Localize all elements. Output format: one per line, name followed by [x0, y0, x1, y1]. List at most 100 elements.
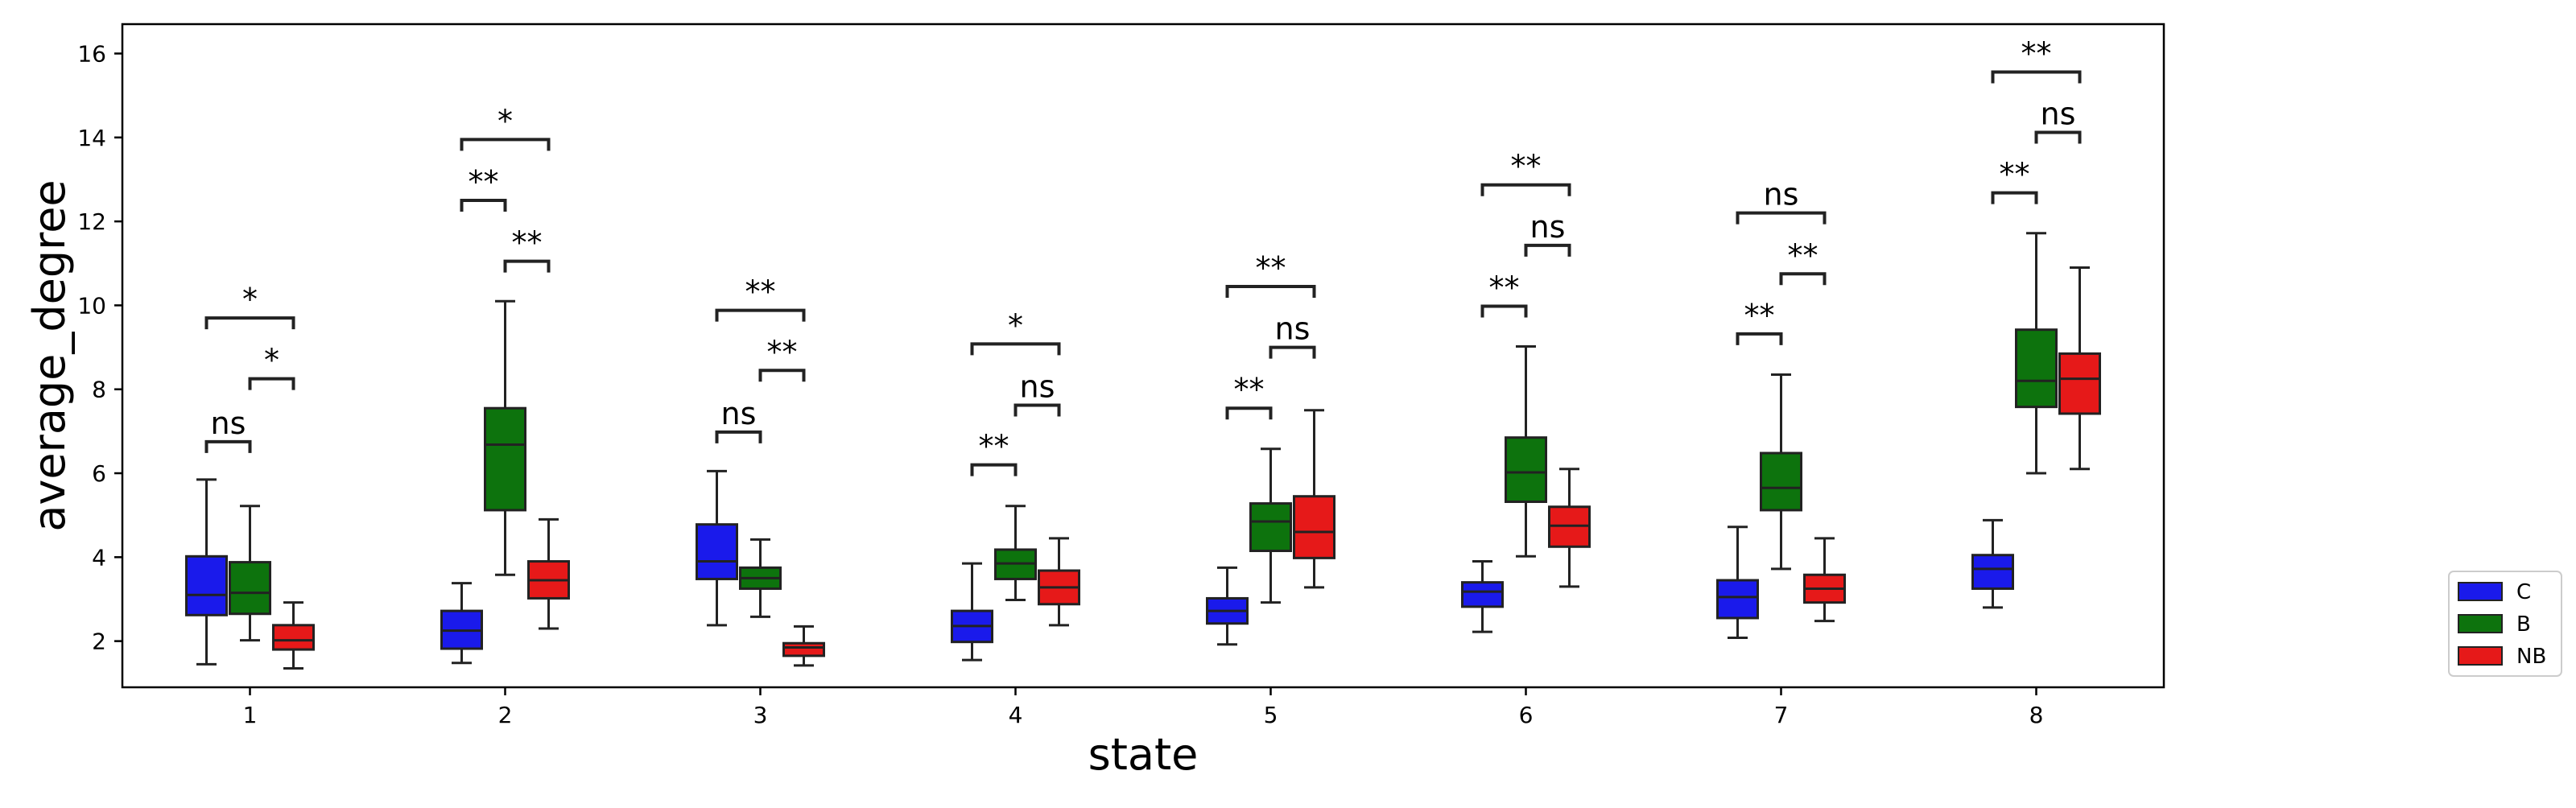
bracket-line	[248, 377, 295, 390]
significance-bracket: ns	[1269, 311, 1316, 359]
box-B-3	[739, 538, 782, 618]
significance-bracket: ns	[1524, 209, 1571, 257]
iqr-box	[1461, 581, 1504, 608]
iqr-box	[229, 561, 271, 616]
legend-label: B	[2516, 612, 2531, 637]
significance-bracket: *	[204, 282, 295, 330]
bracket-line	[970, 463, 1018, 476]
significance-label: **	[1234, 372, 1265, 407]
iqr-box	[185, 554, 228, 616]
significance-bracket: ns	[1736, 177, 1827, 225]
significance-label: **	[1256, 250, 1286, 286]
box-B-1	[229, 505, 271, 642]
significance-label: **	[512, 225, 543, 261]
box-C-8	[1971, 518, 2014, 609]
significance-bracket: **	[970, 429, 1018, 476]
x-tick-label: 3	[753, 702, 768, 728]
iqr-box	[1716, 579, 1759, 620]
box-NB-2	[527, 517, 570, 630]
box-C-2	[440, 582, 483, 665]
significance-bracket: **	[1779, 237, 1827, 286]
significance-label: **	[2021, 35, 2052, 71]
legend-swatch	[2458, 614, 2503, 633]
significance-bracket: *	[248, 343, 295, 390]
significance-bracket: *	[460, 103, 551, 151]
significance-bracket: **	[1736, 298, 1783, 345]
box-B-5	[1249, 447, 1292, 604]
y-tick-label: 10	[77, 292, 106, 319]
significance-label: ns	[2041, 97, 2076, 132]
box-C-6	[1461, 560, 1504, 633]
bracket-line	[1480, 304, 1528, 318]
x-tick-label: 2	[498, 702, 513, 728]
iqr-box	[1249, 502, 1292, 553]
bracket-line	[1991, 191, 2038, 204]
bracket-line	[1269, 345, 1316, 359]
x-tick-label: 6	[1519, 702, 1534, 728]
box-B-2	[484, 299, 526, 576]
significance-label: *	[264, 343, 279, 378]
significance-label: **	[767, 334, 798, 369]
box-B-8	[2015, 232, 2058, 475]
bracket-line	[1480, 183, 1571, 196]
box-C-5	[1206, 566, 1249, 646]
bracket-line	[1736, 332, 1783, 345]
y-tick-label: 14	[77, 125, 106, 151]
box-NB-3	[782, 625, 825, 667]
significance-label: *	[242, 282, 258, 317]
box-B-7	[1760, 373, 1802, 571]
significance-bracket: **	[503, 225, 551, 273]
significance-bracket: **	[758, 334, 806, 382]
legend-swatch	[2458, 582, 2503, 601]
significance-label: **	[1511, 149, 1542, 184]
iqr-box	[782, 641, 825, 658]
legend-label: C	[2516, 580, 2531, 604]
significance-bracket: ns	[204, 406, 252, 453]
legend-item-NB: NB	[2458, 645, 2546, 669]
iqr-box	[1760, 451, 1802, 512]
significance-label: **	[979, 429, 1009, 464]
box-NB-6	[1548, 468, 1591, 588]
bracket-line	[1225, 284, 1316, 298]
box-NB-4	[1038, 537, 1080, 627]
significance-label: ns	[1275, 311, 1311, 347]
significance-label: **	[469, 164, 499, 200]
bracket-line	[460, 138, 551, 151]
significance-label: **	[1744, 298, 1775, 333]
iqr-box	[1293, 495, 1335, 559]
significance-label: ns	[211, 406, 246, 441]
x-tick-label: 5	[1264, 702, 1278, 728]
significance-label: **	[745, 274, 776, 310]
bracket-line	[503, 259, 551, 273]
significance-label: ns	[1530, 209, 1566, 245]
bracket-line	[204, 316, 295, 330]
plot-frame	[121, 23, 2165, 689]
significance-label: **	[1788, 237, 1818, 273]
iqr-box	[2015, 328, 2058, 409]
box-C-4	[951, 562, 993, 662]
significance-bracket: **	[1991, 35, 2082, 84]
significance-bracket: **	[1991, 157, 2038, 204]
significance-bracket: ns	[2034, 97, 2082, 144]
box-C-1	[185, 478, 228, 666]
iqr-box	[272, 624, 315, 651]
x-tick-label: 1	[243, 702, 258, 728]
significance-bracket: **	[715, 274, 806, 322]
y-tick-label: 8	[92, 377, 106, 403]
bracket-line	[758, 369, 806, 382]
bracket-line	[204, 439, 252, 453]
legend-item-B: B	[2458, 612, 2531, 637]
bracket-line	[2034, 130, 2082, 144]
significance-bracket: **	[460, 164, 507, 212]
bracket-line	[715, 430, 762, 443]
bracket-line	[1013, 403, 1061, 417]
box-NB-7	[1803, 537, 1846, 623]
box-B-4	[994, 505, 1037, 602]
significance-label: **	[2000, 157, 2030, 192]
legend: CB NB	[2448, 571, 2562, 677]
box-C-7	[1716, 526, 1759, 639]
box-B-6	[1505, 345, 1547, 558]
significance-label: ns	[1764, 177, 1799, 212]
significance-label: **	[1489, 270, 1520, 305]
